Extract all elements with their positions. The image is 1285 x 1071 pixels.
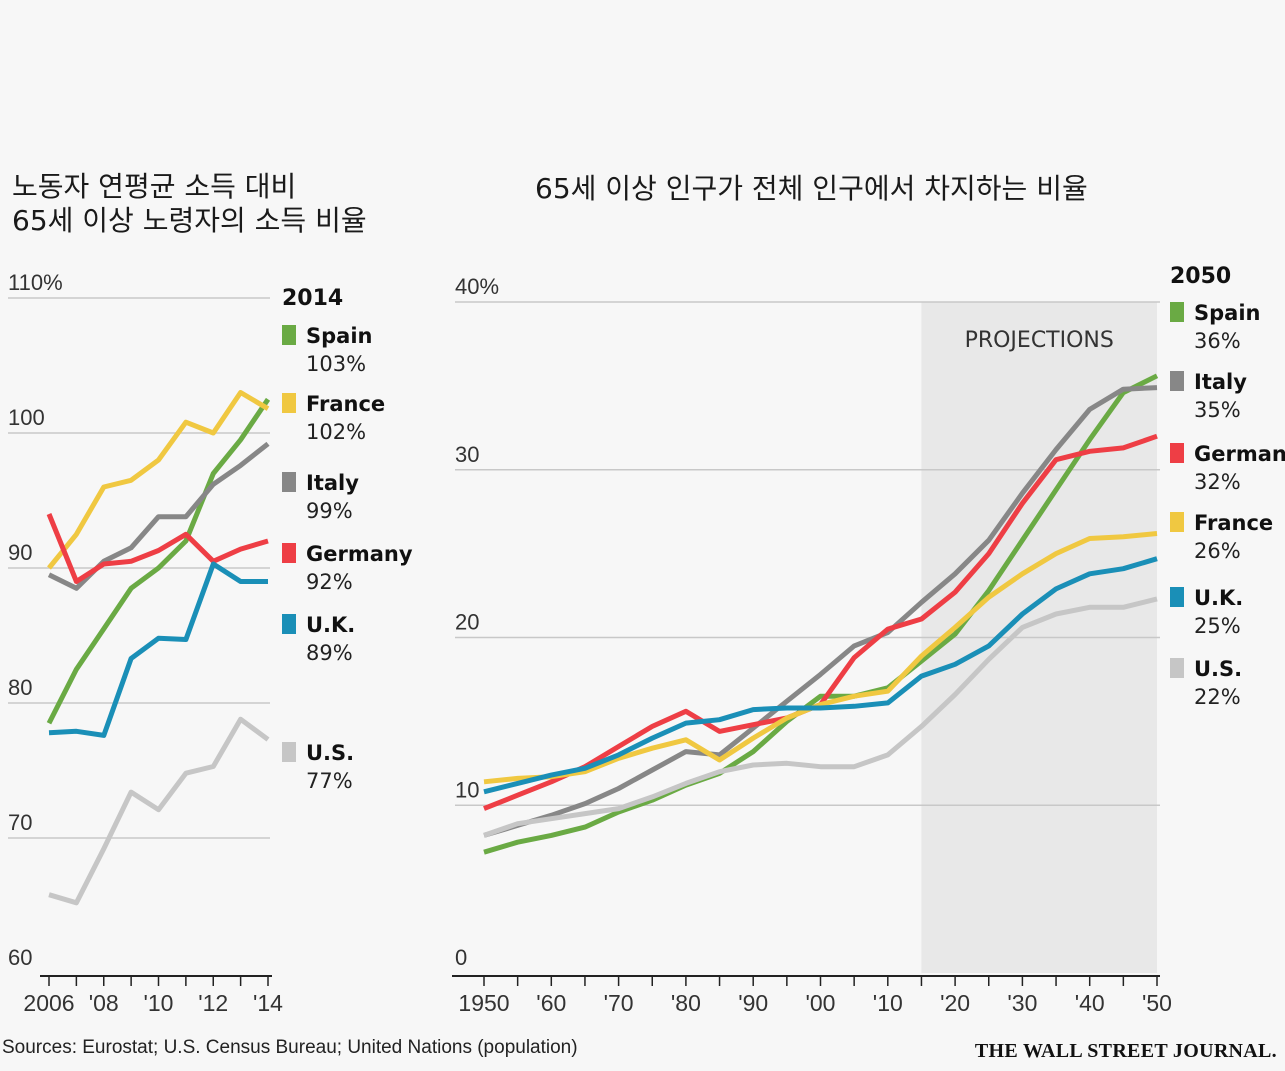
left-y-tick-label-100: 100 <box>8 405 45 430</box>
right-legend-swatch-u-s <box>1170 658 1184 678</box>
left-x-tick-label-2008: '08 <box>89 990 119 1016</box>
right-legend-swatch-u-k <box>1170 587 1184 607</box>
left-series-line-spain <box>46 397 271 725</box>
right-y-tick-label-30: 30 <box>455 442 479 467</box>
left-legend-value-spain: 103% <box>306 352 366 376</box>
left-legend-value-germany: 92% <box>306 570 353 594</box>
right-x-tick-label-1970: '70 <box>604 990 634 1016</box>
right-legend-name-germany: Germany <box>1194 442 1285 466</box>
right-x-tick-label-1980: '80 <box>671 990 701 1016</box>
left-series-line-u-k <box>48 561 268 738</box>
right-series-line-italy <box>483 385 1158 838</box>
left-x-tick-label-2010: '10 <box>144 990 174 1016</box>
right-series-line-u-k <box>483 556 1158 795</box>
right-legend-name-italy: Italy <box>1194 370 1247 394</box>
left-series-line-u-s <box>48 716 270 906</box>
left-y-tick-label-110: 110% <box>8 270 63 295</box>
right-legend-swatch-france <box>1170 512 1184 532</box>
left-legend-title: 2014 <box>282 286 343 311</box>
right-legend-swatch-spain <box>1170 302 1184 322</box>
right-projection-label: PROJECTIONS <box>965 328 1114 353</box>
left-x-tick-label-2006: 2006 <box>23 990 74 1016</box>
right-x-tick-label-1990: '90 <box>738 990 768 1016</box>
right-legend-value-u-s: 22% <box>1194 685 1241 709</box>
right-x-tick-label-2010: '10 <box>873 990 903 1016</box>
left-series-line-italy <box>47 441 270 591</box>
left-legend-value-u-s: 77% <box>306 769 353 793</box>
left-y-tick-label-60: 60 <box>8 945 32 970</box>
left-legend-swatch-germany <box>282 543 296 563</box>
right-legend-value-spain: 36% <box>1194 329 1241 353</box>
right-series-line-spain <box>483 373 1159 855</box>
left-y-tick-label-80: 80 <box>8 675 32 700</box>
left-legend-swatch-spain <box>282 325 296 345</box>
left-legend-name-spain: Spain <box>306 324 372 348</box>
right-chart-title: 65세 이상 인구가 전체 인구에서 차지하는 비율 <box>535 172 1088 205</box>
right-x-tick-label-2030: '30 <box>1007 990 1037 1016</box>
right-legend-swatch-germany <box>1170 443 1184 463</box>
left-legend-name-u-s: U.S. <box>306 741 354 765</box>
left-legend-name-u-k: U.K. <box>306 613 355 637</box>
left-legend-value-france: 102% <box>306 420 366 444</box>
left-legend-name-italy: Italy <box>306 471 359 495</box>
left-legend-swatch-u-k <box>282 614 296 634</box>
left-series-line-germany <box>46 513 269 584</box>
right-legend-value-italy: 35% <box>1194 398 1241 422</box>
right-legend-value-france: 26% <box>1194 539 1241 563</box>
right-x-tick-label-2020: '20 <box>940 990 970 1016</box>
right-x-tick-label-1960: '60 <box>536 990 566 1016</box>
left-legend-value-italy: 99% <box>306 499 353 523</box>
publisher-logo: THE WALL STREET JOURNAL. <box>974 1040 1277 1062</box>
right-y-tick-label-0: 0 <box>455 945 467 970</box>
left-legend-swatch-italy <box>282 472 296 492</box>
right-legend-name-france: France <box>1194 511 1273 535</box>
right-y-tick-label-40: 40% <box>455 274 499 299</box>
right-legend-name-u-s: U.S. <box>1194 657 1242 681</box>
left-x-tick-label-2014: '14 <box>253 990 283 1016</box>
right-legend-title: 2050 <box>1170 264 1231 289</box>
right-legend-swatch-italy <box>1170 371 1184 391</box>
right-y-tick-label-10: 10 <box>455 777 479 802</box>
left-legend-swatch-france <box>282 393 296 413</box>
right-legend-name-u-k: U.K. <box>1194 586 1243 610</box>
right-x-tick-label-2000: '00 <box>806 990 836 1016</box>
left-legend-name-germany: Germany <box>306 542 413 566</box>
right-x-tick-label-2040: '40 <box>1075 990 1105 1016</box>
right-series-line-u-s <box>483 596 1158 838</box>
left-chart-title-line-1: 노동자 연평균 소득 대비 <box>12 170 297 203</box>
right-x-tick-label-2050: '50 <box>1142 990 1172 1016</box>
right-series-line-france <box>483 531 1158 785</box>
sources-note: Sources: Eurostat; U.S. Census Bureau; U… <box>2 1037 578 1058</box>
right-legend-name-spain: Spain <box>1194 301 1260 325</box>
right-y-tick-label-20: 20 <box>455 610 479 635</box>
left-legend-swatch-u-s <box>282 742 296 762</box>
left-series-line-france <box>47 390 270 570</box>
left-y-tick-label-90: 90 <box>8 540 32 565</box>
right-legend-value-germany: 32% <box>1194 470 1241 494</box>
left-chart-title: 노동자 연평균 소득 대비 65세 이상 노령자의 소득 비율 <box>12 170 367 238</box>
right-x-tick-label-1950: 1950 <box>458 990 509 1016</box>
left-legend-value-u-k: 89% <box>306 641 353 665</box>
left-y-tick-label-70: 70 <box>8 810 32 835</box>
right-legend-value-u-k: 25% <box>1194 614 1241 638</box>
left-legend-name-france: France <box>306 392 385 416</box>
left-x-tick-label-2012: '12 <box>198 990 228 1016</box>
left-chart-title-line-2: 65세 이상 노령자의 소득 비율 <box>12 204 367 237</box>
